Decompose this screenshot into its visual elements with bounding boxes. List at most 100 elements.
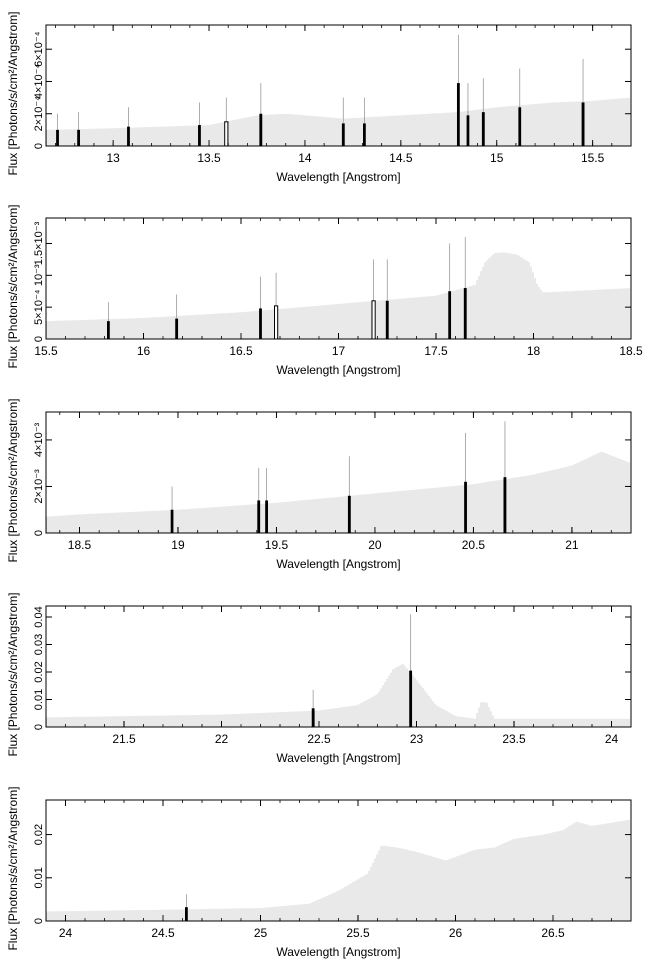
x-tick-label: 26 bbox=[449, 926, 463, 940]
y-tick-label: 0 bbox=[33, 724, 45, 730]
line-bar-2 bbox=[175, 318, 179, 339]
x-tick-label: 19.5 bbox=[265, 538, 289, 552]
x-tick-label: 25.5 bbox=[346, 926, 370, 940]
continuum-bins bbox=[46, 97, 630, 146]
y-tick-label: 0.01 bbox=[33, 867, 45, 888]
continuum-bins bbox=[46, 252, 630, 339]
plot-frame bbox=[45, 411, 632, 534]
continuum-bins bbox=[46, 451, 630, 533]
y-tick-label: 0.03 bbox=[33, 634, 45, 655]
y-tick-label: 6×10⁻⁴ bbox=[33, 31, 45, 67]
x-axis-label: Wavelength [Angstrom] bbox=[276, 751, 400, 765]
line-bar-1 bbox=[170, 509, 174, 533]
x-tick-label: 24 bbox=[59, 926, 73, 940]
y-tick-label: 4×10⁻⁴ bbox=[33, 64, 45, 100]
x-tick-label: 24.5 bbox=[151, 926, 175, 940]
y-tick-label: 0 bbox=[33, 918, 45, 924]
continuum-bins bbox=[46, 663, 630, 727]
line-bar-4 bbox=[274, 305, 279, 340]
line-bar-4 bbox=[198, 125, 201, 146]
x-tick-label: 15.5 bbox=[34, 344, 58, 358]
y-axis-label: Flux [Photons/s/cm²/Angstrom] bbox=[6, 592, 20, 756]
line-bar-6 bbox=[259, 113, 263, 146]
line-bar-8 bbox=[463, 288, 467, 339]
line-bar-13 bbox=[581, 102, 585, 146]
x-tick-label: 25 bbox=[254, 926, 268, 940]
line-bar-8 bbox=[362, 123, 366, 146]
x-tick-label: 21 bbox=[565, 538, 579, 552]
x-tick-label: 23.5 bbox=[502, 732, 526, 746]
plot-frame bbox=[45, 24, 632, 147]
line-bar-2 bbox=[77, 129, 81, 146]
chart-panel-5: 24 24.5 25 25.5 26 26.5 0 0.01 0.02 Wavelength [A… bbox=[6, 786, 632, 959]
continuum-bins bbox=[46, 819, 630, 921]
x-tick-label: 14.5 bbox=[389, 151, 413, 165]
x-tick-label: 20.5 bbox=[462, 538, 486, 552]
y-tick-label: 1.5×10⁻³ bbox=[33, 221, 45, 265]
x-tick-label: 24 bbox=[605, 732, 619, 746]
y-tick-label: 0.02 bbox=[33, 661, 45, 682]
line-bar-5 bbox=[224, 121, 229, 147]
x-tick-label: 20 bbox=[368, 538, 382, 552]
line-bar-12 bbox=[518, 107, 522, 146]
line-bar-6 bbox=[503, 477, 507, 533]
line-bar-5 bbox=[371, 300, 376, 340]
x-tick-label: 18 bbox=[527, 344, 541, 358]
x-axis-label: Wavelength [Angstrom] bbox=[276, 557, 400, 571]
x-tick-label: 22 bbox=[215, 732, 229, 746]
y-axis-label: Flux [Photons/s/cm²/Angstrom] bbox=[6, 786, 20, 950]
y-axis-label: Flux [Photons/s/cm²/Angstrom] bbox=[6, 11, 20, 175]
line-bar-1 bbox=[56, 129, 59, 146]
x-axis-label: Wavelength [Angstrom] bbox=[276, 945, 400, 959]
x-tick-label: 26.5 bbox=[541, 926, 565, 940]
x-tick-label: 22.5 bbox=[307, 732, 331, 746]
x-tick-label: 18.5 bbox=[619, 344, 643, 358]
plot-frame bbox=[45, 605, 632, 728]
line-bar-1 bbox=[107, 321, 110, 339]
y-tick-label: 5×10⁻⁴ bbox=[33, 289, 45, 325]
line-bar-3 bbox=[265, 500, 269, 533]
x-tick-label: 15 bbox=[490, 151, 504, 165]
line-bar-3 bbox=[127, 126, 130, 146]
x-tick-label: 16.5 bbox=[229, 344, 253, 358]
chart-panel-2: 15.5 16 16.5 17 17.5 18 18.5 0 5×10⁻⁴ 10⁻³1.5×10⁻… bbox=[6, 204, 643, 377]
line-bar-5 bbox=[464, 481, 467, 533]
x-tick-label: 23 bbox=[410, 732, 424, 746]
y-tick-label: 2×10⁻³ bbox=[33, 469, 45, 504]
line-bar-2 bbox=[409, 670, 413, 727]
y-tick-label: 0 bbox=[33, 143, 45, 149]
y-tick-label: 0.02 bbox=[33, 824, 45, 845]
y-tick-label: 10⁻³ bbox=[33, 264, 45, 286]
line-bar-1 bbox=[311, 708, 315, 727]
line-bar-10 bbox=[466, 115, 470, 146]
line-bar-1 bbox=[185, 907, 188, 921]
x-tick-label: 14 bbox=[298, 151, 312, 165]
line-bar-3 bbox=[259, 308, 262, 339]
line-bar-2 bbox=[257, 500, 261, 533]
x-tick-label: 16 bbox=[137, 344, 151, 358]
x-tick-label: 17.5 bbox=[424, 344, 448, 358]
x-tick-label: 19 bbox=[171, 538, 185, 552]
line-bar-6 bbox=[385, 300, 389, 339]
y-tick-label: 0 bbox=[33, 336, 45, 342]
y-tick-label: 0.04 bbox=[33, 606, 45, 627]
y-tick-label: 4×10⁻³ bbox=[33, 422, 45, 457]
y-tick-label: 2×10⁻⁴ bbox=[33, 96, 45, 132]
x-tick-label: 13.5 bbox=[197, 151, 221, 165]
y-axis-label: Flux [Photons/s/cm²/Angstrom] bbox=[6, 398, 20, 562]
line-bar-7 bbox=[448, 291, 452, 339]
x-tick-label: 15.5 bbox=[581, 151, 605, 165]
x-axis-label: Wavelength [Angstrom] bbox=[276, 363, 400, 377]
x-tick-label: 17 bbox=[332, 344, 346, 358]
x-axis-label: Wavelength [Angstrom] bbox=[276, 170, 400, 184]
chart-panel-4: 21.5 22 22.5 23 23.5 24 0 0.01 0.02 0.03 0.04 Wavel… bbox=[6, 592, 632, 765]
chart-panel-3: 18.5 19 19.5 20 20.5 21 0 2×10⁻³ 4×10⁻³ Wavelengt… bbox=[6, 398, 632, 571]
line-bar-7 bbox=[341, 123, 345, 146]
y-axis-label: Flux [Photons/s/cm²/Angstrom] bbox=[6, 204, 20, 368]
chart-panel-1: 13 13.5 14 14.5 15 15.5 0 2×10⁻⁴4×10⁻⁴6×10⁻⁴ Wav… bbox=[6, 11, 632, 184]
y-tick-label: 0 bbox=[33, 530, 45, 536]
line-bar-4 bbox=[347, 495, 351, 533]
x-tick-label: 13 bbox=[106, 151, 120, 165]
x-tick-label: 21.5 bbox=[112, 732, 136, 746]
